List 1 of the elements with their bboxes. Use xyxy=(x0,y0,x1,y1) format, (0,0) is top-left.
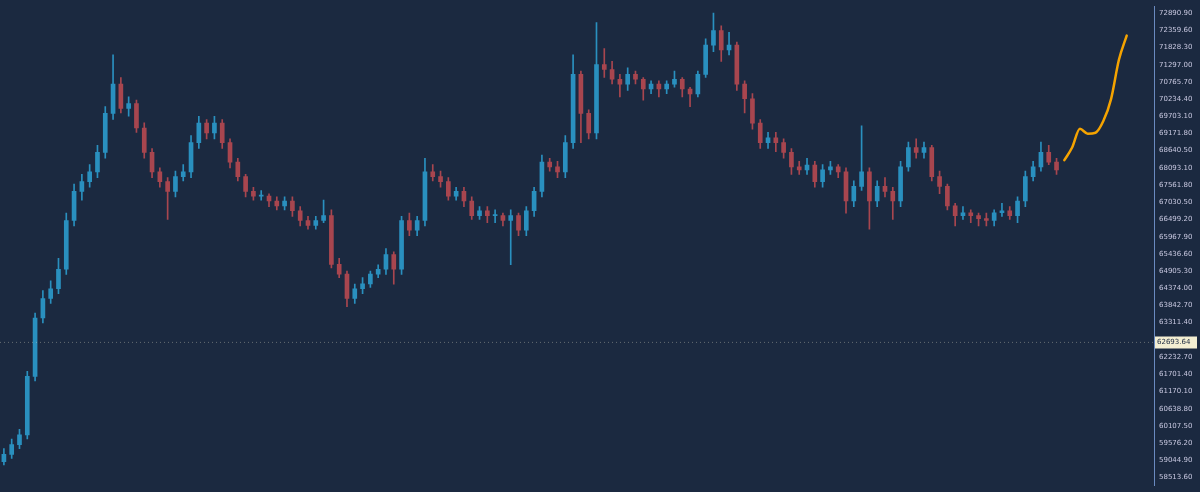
line-series xyxy=(1063,34,1128,162)
